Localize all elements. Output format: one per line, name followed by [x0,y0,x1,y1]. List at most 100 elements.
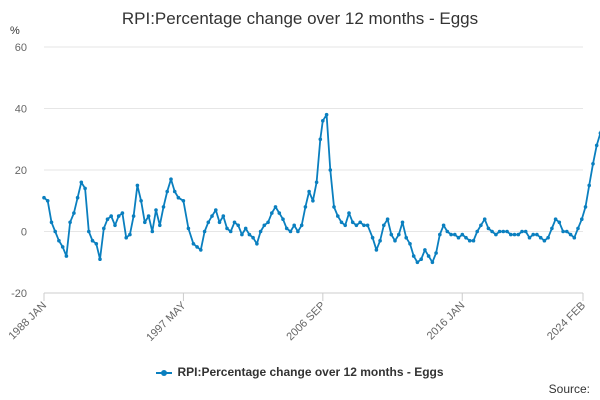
data-point [202,229,207,234]
data-point [370,235,375,240]
data-point [109,214,113,218]
data-point [490,229,494,234]
data-point [553,217,558,221]
data-point [83,186,87,191]
data-point [404,235,409,240]
data-point [296,229,300,234]
data-point [516,232,521,237]
data-point [557,220,562,225]
data-point [292,223,297,228]
data-point [79,180,84,185]
data-point [311,199,315,203]
data-point [535,232,539,237]
data-point [464,235,468,240]
data-point [232,220,237,225]
data-point [307,189,311,194]
data-point [68,220,72,225]
legend-line-marker-icon [156,368,173,378]
data-point [251,235,255,240]
data-point [247,232,252,237]
data-point [408,242,412,246]
data-point [128,232,132,237]
data-point [135,183,140,188]
data-point [94,242,99,246]
data-point [210,214,214,218]
data-point [116,214,121,218]
data-point [303,205,308,209]
data-point [358,220,363,225]
data-point [482,217,487,221]
data-point [75,195,80,200]
y-axis: -20 0 20 40 60 [11,42,27,300]
data-point [332,205,336,209]
data-point [314,180,319,185]
data-point [411,254,416,258]
data-point [191,242,196,246]
data-point [423,248,427,252]
data-point [479,223,483,228]
y-tick-label: 20 [15,165,27,177]
x-tick-label: 2024 FEB [545,300,588,343]
data-point [150,229,155,234]
data-point [172,189,177,194]
data-point [354,223,359,228]
data-point [277,211,282,215]
legend[interactable]: RPI:Percentage change over 12 months - E… [0,365,600,379]
x-tick-label: 2016 JAN [425,300,468,343]
data-point [288,229,293,234]
data-point [494,232,498,237]
data-point [195,245,199,249]
y-tick-label: -20 [11,288,27,300]
data-point [236,223,240,228]
data-point [378,238,382,243]
data-point [538,235,543,240]
data-point [445,229,450,234]
data-point [520,229,524,234]
data-point [594,143,599,148]
data-point [561,229,565,234]
data-point [169,177,173,181]
data-point [438,232,442,237]
data-point [181,199,186,203]
data-point [154,208,158,212]
data-point [45,199,50,203]
data-point [419,257,424,262]
data-point [475,229,480,234]
data-point [430,260,435,265]
data-point [60,245,65,249]
legend-label: RPI:Percentage change over 12 months - E… [177,365,444,379]
data-point [158,223,162,228]
data-point [591,162,595,166]
x-tick-label: 2006 SEP [284,300,328,344]
data-point [453,232,457,237]
data-point [550,226,554,231]
data-point [318,137,323,142]
chart-title: RPI:Percentage change over 12 months - E… [121,9,479,28]
data-point [53,229,57,234]
y-axis-unit: % [10,25,20,37]
x-tick-label: 1988 JAN [6,300,49,343]
data-point [426,254,431,258]
data-point [266,220,270,225]
data-point [225,226,229,231]
y-tick-label: 0 [21,227,27,239]
data-point [350,220,355,225]
data-point [456,235,461,240]
data-point [206,220,211,225]
data-point [240,232,244,237]
data-point [161,205,166,209]
data-point [343,223,348,228]
data-point [527,235,532,240]
data-point [139,199,143,203]
data-point [102,226,106,231]
series-points [42,112,600,265]
data-point [587,183,591,188]
data-point [385,217,390,221]
data-point [124,235,128,240]
data-point [415,260,420,265]
data-point [87,229,91,234]
data-point [382,223,386,228]
data-point [98,257,102,262]
data-point [531,232,535,237]
